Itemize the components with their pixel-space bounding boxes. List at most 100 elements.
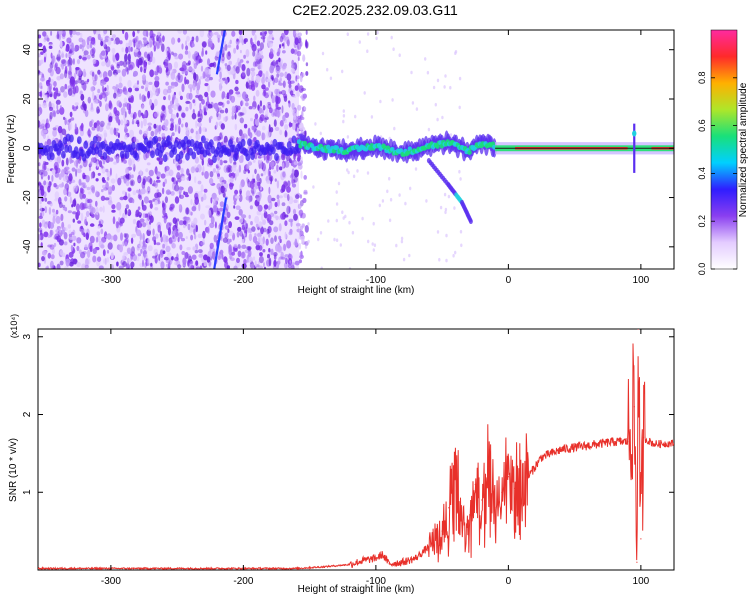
noise-speckle <box>226 100 230 105</box>
noise-speckle <box>113 127 117 136</box>
noise-speckle <box>43 37 47 43</box>
noise-speckle <box>200 184 204 193</box>
noise-speckle <box>83 68 86 77</box>
noise-speckle <box>192 53 196 60</box>
noise-speckle <box>128 59 132 64</box>
band-halo <box>181 142 187 151</box>
noise-speckle <box>304 225 309 233</box>
snr-point <box>415 557 417 559</box>
noise-speckle <box>80 251 86 259</box>
noise-speckle <box>174 56 179 60</box>
noise-speckle <box>224 225 230 231</box>
noise-speckle <box>238 30 243 36</box>
noise-speckle <box>453 206 456 210</box>
noise-speckle <box>317 237 320 242</box>
noise-speckle <box>112 234 118 242</box>
noise-speckle <box>141 181 146 189</box>
noise-speckle <box>398 53 401 57</box>
noise-speckle <box>180 74 183 82</box>
band-halo <box>61 150 66 159</box>
noise-speckle <box>185 130 189 138</box>
noise-speckle <box>113 161 117 165</box>
noise-speckle <box>113 40 116 45</box>
noise-speckle <box>175 220 178 229</box>
noise-speckle <box>177 37 181 43</box>
noise-speckle <box>58 183 64 188</box>
snr-point <box>642 437 645 439</box>
noise-speckle <box>152 228 155 236</box>
noise-speckle <box>221 55 225 62</box>
noise-speckle <box>151 33 156 38</box>
noise-speckle <box>253 187 257 195</box>
noise-speckle <box>170 191 175 196</box>
noise-speckle <box>288 83 292 89</box>
colorbar-tick-label: 0.4 <box>697 167 707 180</box>
noise-speckle <box>80 122 84 132</box>
noise-speckle <box>116 69 121 74</box>
noise-speckle <box>258 116 263 123</box>
noise-speckle <box>196 88 199 95</box>
noise-speckle <box>288 121 292 128</box>
noise-speckle <box>96 106 100 114</box>
noise-speckle <box>123 119 128 125</box>
noise-speckle <box>145 80 149 89</box>
noise-speckle <box>287 253 293 261</box>
noise-speckle <box>165 189 171 195</box>
noise-speckle <box>56 155 62 164</box>
noise-speckle <box>255 89 260 97</box>
noise-speckle <box>65 173 68 181</box>
noise-speckle <box>194 156 199 164</box>
noise-speckle <box>277 106 282 110</box>
noise-speckle <box>131 174 134 179</box>
signal-band <box>38 30 674 269</box>
noise-speckle <box>81 182 86 186</box>
noise-speckle <box>246 246 252 251</box>
noise-speckle <box>52 248 55 255</box>
noise-speckle <box>259 100 263 107</box>
noise-speckle <box>297 32 302 37</box>
noise-speckle <box>82 57 87 61</box>
noise-speckle <box>59 40 63 48</box>
noise-speckle <box>107 200 113 206</box>
noise-speckle <box>53 91 57 100</box>
noise-speckle <box>303 191 308 195</box>
noise-speckle <box>191 43 195 48</box>
noise-speckle <box>187 186 193 194</box>
noise-speckle <box>200 196 204 202</box>
noise-speckle <box>256 40 261 47</box>
noise-speckle <box>76 237 82 244</box>
noise-speckle <box>262 104 266 111</box>
noise-speckle <box>174 256 179 262</box>
noise-speckle <box>185 45 189 51</box>
noise-speckle <box>195 59 200 65</box>
noise-speckle <box>141 74 147 81</box>
band-halo <box>92 135 98 144</box>
noise-speckle <box>237 244 241 249</box>
noise-speckle <box>279 129 283 136</box>
noise-speckle <box>96 160 99 168</box>
snr-point <box>428 546 430 548</box>
noise-speckle <box>153 248 159 256</box>
noise-speckle <box>130 237 134 244</box>
noise-speckle <box>45 80 50 84</box>
noise-speckle <box>366 171 370 175</box>
noise-speckle <box>201 158 204 166</box>
noise-speckle <box>75 31 81 36</box>
noise-speckle <box>260 173 264 177</box>
band-halo <box>270 146 276 155</box>
noise-speckle <box>201 99 205 105</box>
noise-speckle <box>202 71 206 79</box>
noise-speckle <box>275 95 279 105</box>
noise-speckle <box>85 210 90 218</box>
noise-speckle <box>449 133 453 137</box>
spectrogram-y-label: Frequency (Hz) <box>6 115 17 184</box>
noise-speckle <box>119 244 123 253</box>
noise-speckle <box>171 51 174 56</box>
noise-speckle <box>136 80 140 85</box>
noise-speckle <box>110 66 115 71</box>
noise-speckle <box>158 126 161 135</box>
noise-speckle <box>296 228 302 233</box>
noise-speckle <box>102 249 106 257</box>
noise-speckle <box>46 138 52 146</box>
noise-speckle <box>235 91 241 95</box>
